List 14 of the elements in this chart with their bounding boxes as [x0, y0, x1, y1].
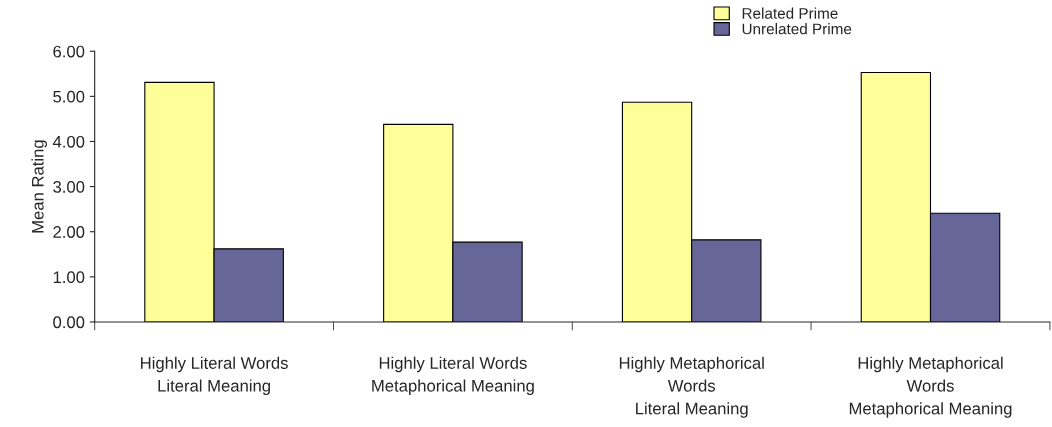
y-tick-label: 2.00: [53, 226, 85, 238]
x-tick-label: Highly Metaphorical Words Metaphorical Meaning: [849, 356, 1012, 418]
x-tick-label: Highly Metaphorical Words Literal Meaning: [619, 356, 764, 418]
y-tick-label: 1.00: [53, 271, 85, 284]
legend-label: Related Prime: [742, 7, 838, 19]
y-tick-label: 0.00: [53, 316, 85, 329]
y-tick-label: 3.00: [53, 181, 85, 193]
y-tick-label: 6.00: [53, 45, 85, 58]
x-tick-label: Highly Literal Words Literal Meaning: [141, 356, 288, 395]
legend-label: Unrelated Prime: [742, 23, 852, 35]
y-axis-title: Mean Rating: [31, 140, 47, 233]
y-tick-label: 4.00: [52, 135, 85, 148]
x-tick-label: Highly Literal Words Metaphorical Meaning: [372, 356, 534, 395]
y-tick-label: 5.00: [53, 90, 85, 103]
